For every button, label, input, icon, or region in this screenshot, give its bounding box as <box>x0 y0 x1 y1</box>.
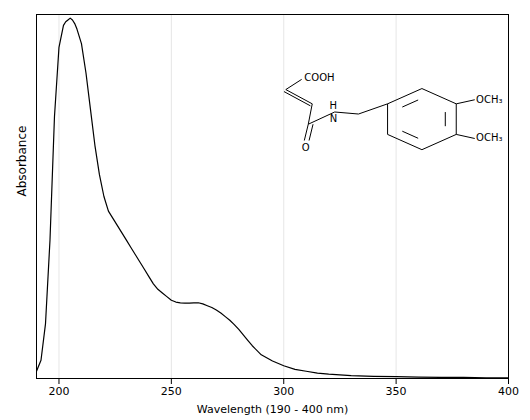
svg-text:OCH₃: OCH₃ <box>476 94 502 105</box>
svg-text:300: 300 <box>273 385 294 398</box>
svg-text:N: N <box>330 113 337 124</box>
svg-text:Wavelength (190 - 400 nm): Wavelength (190 - 400 nm) <box>197 403 348 416</box>
svg-text:250: 250 <box>161 385 182 398</box>
svg-text:Absorbance: Absorbance <box>15 126 29 197</box>
svg-text:400: 400 <box>498 385 519 398</box>
svg-text:H: H <box>330 100 338 111</box>
svg-text:COOH: COOH <box>304 72 334 83</box>
svg-text:350: 350 <box>386 385 407 398</box>
svg-text:200: 200 <box>48 385 69 398</box>
svg-text:OCH₃: OCH₃ <box>476 132 502 143</box>
svg-text:O: O <box>302 142 310 153</box>
